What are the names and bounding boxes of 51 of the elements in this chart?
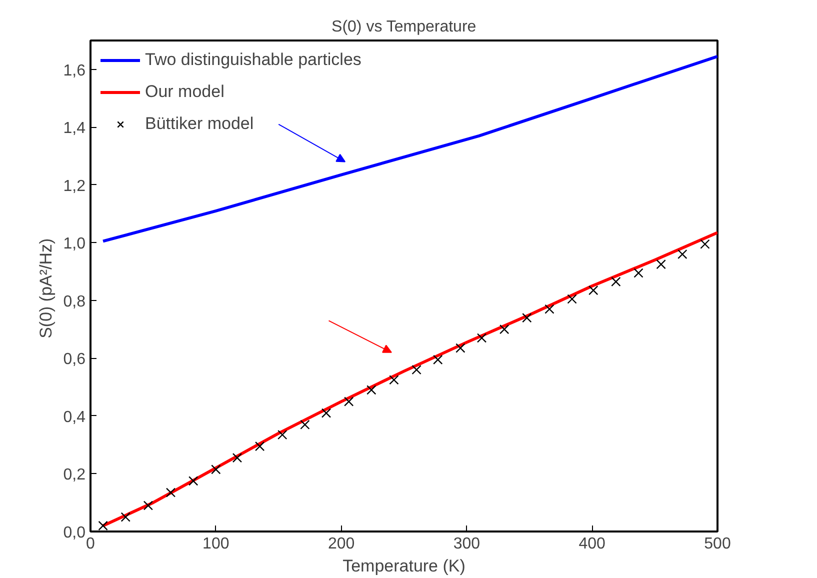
y-tick-label: 1,4: [63, 120, 86, 138]
line-series: [102, 54, 718, 243]
y-tick-label: 0,6: [63, 351, 86, 368]
point: [412, 364, 422, 375]
x-tick-label: 100: [202, 536, 230, 552]
legend-label: Two distinguishable particles: [145, 50, 362, 70]
x-tick-label: 500: [704, 536, 731, 552]
y-tick-label: 0,0: [63, 524, 86, 542]
point: [611, 276, 621, 287]
x-tick-label: 400: [578, 536, 606, 552]
y-tick-label: 0,8: [63, 293, 86, 310]
point: [278, 430, 288, 440]
point: [188, 476, 198, 486]
y-tick-label: 1,2: [63, 178, 86, 195]
point: [254, 441, 265, 452]
legend-label: Büttiker model: [145, 114, 254, 134]
point: [634, 268, 644, 278]
point: [433, 354, 443, 364]
point: [567, 294, 577, 304]
point: [321, 408, 332, 418]
point: [499, 324, 510, 334]
point: [456, 343, 466, 353]
y-tick-label: 0,4: [63, 408, 86, 426]
point: [476, 333, 487, 343]
point: [656, 259, 666, 270]
x-tick-label: 300: [453, 536, 480, 552]
point: [522, 312, 532, 323]
x-tick-label: 0: [86, 536, 96, 552]
point: [98, 520, 108, 531]
x-axis-title: Temperature (K): [342, 556, 466, 576]
point: [678, 249, 688, 260]
point: [211, 464, 221, 474]
point: [143, 500, 154, 510]
y-axis-title: S(0) (pA²/Hz): [36, 238, 56, 338]
chart-title: S(0) vs Temperature: [332, 18, 476, 36]
point: [544, 304, 554, 314]
point: [344, 396, 354, 406]
point: [700, 239, 710, 249]
y-tick-label: 0,2: [63, 466, 86, 484]
point: [232, 453, 242, 463]
point: [300, 420, 310, 430]
point: [366, 385, 376, 395]
legend-label: Our model: [145, 82, 224, 102]
y-tick-label: 1,0: [63, 236, 86, 253]
point: [120, 512, 130, 522]
point: [166, 488, 176, 498]
point: [588, 285, 598, 296]
y-tick-label: 1,6: [63, 62, 86, 80]
x-tick-label: 200: [328, 536, 355, 552]
point: [389, 375, 399, 385]
line-series: [102, 231, 718, 528]
